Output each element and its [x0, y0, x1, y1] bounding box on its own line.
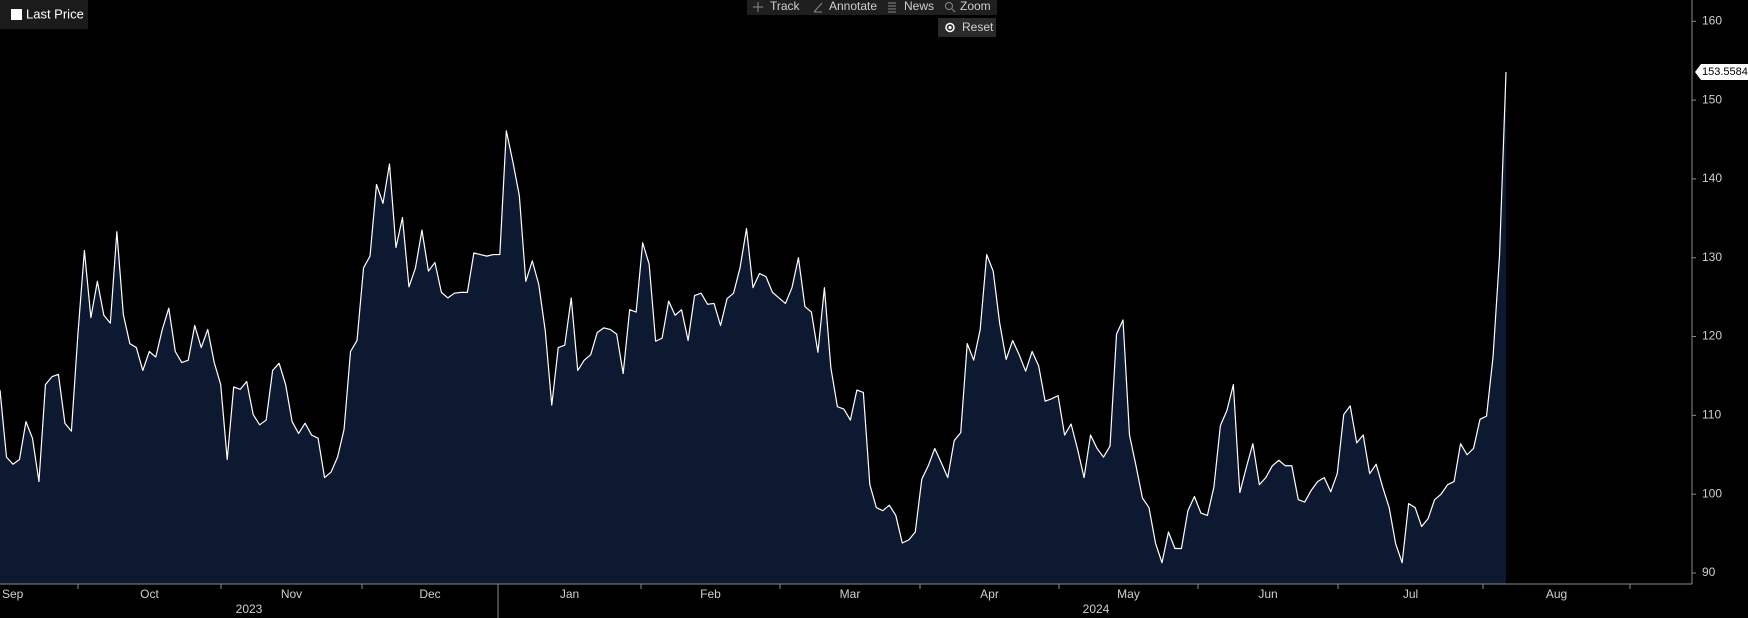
x-tick-label: Jul [1403, 587, 1418, 601]
y-tick-label: 120 [1702, 329, 1722, 343]
icon [753, 2, 763, 12]
legend-label: Last Price [26, 6, 84, 21]
last-value-label: 153.5584 [1702, 66, 1748, 78]
reset-button[interactable]: Reset [938, 18, 996, 37]
y-tick-label: 100 [1702, 486, 1722, 500]
annotate-button[interactable]: Annotate [813, 0, 877, 13]
legend-swatch [11, 9, 22, 20]
area [0, 72, 1506, 585]
button-label: Reset [962, 20, 994, 34]
line [0, 72, 1507, 564]
x-tick-label: May [1117, 587, 1140, 601]
last-value-tag [1695, 64, 1748, 81]
x-tick-label: Feb [700, 587, 721, 601]
y-tick-label: 130 [1702, 250, 1722, 264]
icon [813, 2, 823, 13]
y-tick-label: 110 [1702, 408, 1721, 422]
y-tick-label: 140 [1702, 171, 1722, 185]
button-label: Zoom [960, 0, 991, 13]
plot-area [0, 72, 1507, 585]
x-tick-label: Nov [281, 587, 302, 601]
icon [951, 8, 956, 13]
button-label: News [904, 0, 934, 13]
year-label: 2024 [1083, 602, 1110, 616]
x-tick-label: Oct [140, 587, 159, 601]
x-tick-label: Sep [2, 587, 24, 601]
toolbar-bg [747, 0, 997, 15]
button-bg [938, 18, 996, 37]
x-tick-label: Mar [840, 587, 861, 601]
x-tick-label: Jun [1258, 587, 1277, 601]
icon [888, 2, 896, 13]
toolbar: Track Annotate News Zoom Reset [747, 0, 997, 37]
news-button[interactable]: News [888, 0, 934, 13]
y-tick-label: 160 [1702, 13, 1722, 27]
track-button[interactable]: Track [753, 0, 801, 13]
zoom-button[interactable]: Zoom [945, 0, 991, 13]
button-label: Annotate [829, 0, 877, 13]
icon [945, 2, 953, 10]
button-label: Track [770, 0, 801, 13]
x-tick-label: Apr [980, 587, 999, 601]
y-tick-label: 90 [1702, 565, 1716, 579]
year-label: 2023 [236, 602, 263, 616]
y-tick-label: 150 [1702, 92, 1722, 106]
x-tick-label: Aug [1546, 587, 1567, 601]
x-tick-label: Jan [560, 587, 579, 601]
icon [948, 25, 952, 30]
icon [945, 22, 955, 33]
x-tick-label: Dec [419, 587, 440, 601]
